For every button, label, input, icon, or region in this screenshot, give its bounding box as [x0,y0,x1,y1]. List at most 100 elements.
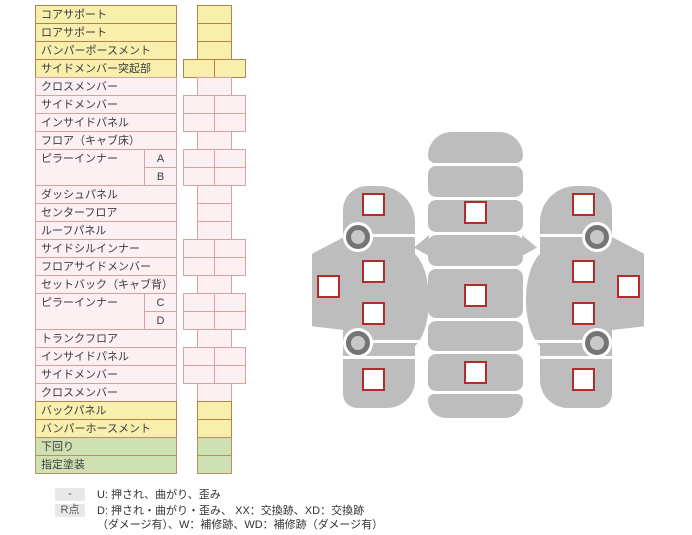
damage-checkbox[interactable] [362,368,385,391]
damage-checkbox[interactable] [572,302,595,325]
damage-mark-cell[interactable] [214,347,246,366]
damage-mark-cell[interactable] [197,203,232,222]
right-mirror-icon [522,235,537,256]
part-label: ルーフパネル [35,221,177,240]
part-label: サイドメンバー [35,95,177,114]
part-label: 指定塗装 [35,455,177,474]
damage-mark-cells [197,77,232,96]
damage-mark-cell[interactable] [197,275,232,294]
damage-mark-cell[interactable] [214,149,246,168]
damage-mark-cells [197,437,232,456]
damage-mark-cells [197,401,232,420]
part-label: サイドメンバー [35,365,177,384]
damage-checkbox[interactable] [464,361,487,384]
damage-mark-cell[interactable] [214,167,246,186]
part-sublabel: B [144,167,177,186]
damage-checkbox[interactable] [362,193,385,216]
damage-mark-cell[interactable] [183,311,215,330]
damage-mark-cell[interactable] [197,23,232,42]
damage-mark-cell[interactable] [183,59,215,78]
legend-text: D: 押され・曲がり・歪み、 XX：交換跡、XD：交換跡 （ダメージ有）、W：補… [97,504,383,532]
damage-checkbox[interactable] [362,260,385,283]
part-label: ダッシュパネル [35,185,177,204]
damage-mark-cell[interactable] [197,77,232,96]
damage-checkbox[interactable] [464,201,487,224]
damage-mark-cell[interactable] [197,455,232,474]
legend: - U: 押され、曲がり、歪み R点 D: 押され・曲がり・歪み、 XX：交換跡… [55,488,383,534]
table-row: ルーフパネル [35,221,247,240]
panel-divider [540,356,612,359]
table-row: ピラーインナー A B [35,149,247,186]
top-view-rear-bumper [428,394,523,418]
legend-badge: - [55,488,85,501]
damage-mark-cells [197,455,232,474]
table-row: フロア（キャブ床） [35,131,247,150]
damage-mark-cells [197,419,232,438]
damage-mark-cell[interactable] [183,293,215,312]
damage-mark-cell[interactable] [197,221,232,240]
damage-mark-cell[interactable] [214,239,246,258]
table-row: インサイドパネル [35,347,247,366]
damage-checkbox[interactable] [617,275,640,298]
part-label: 下回り [35,437,177,456]
damage-mark-cell[interactable] [183,257,215,276]
legend-line: U: 押され、曲がり、歪み [97,489,221,501]
damage-mark-cell[interactable] [197,401,232,420]
damage-mark-cells [183,347,246,366]
part-label: クロスメンバー [35,383,177,402]
legend-row: - U: 押され、曲がり、歪み [55,488,383,502]
table-row: ダッシュパネル [35,185,247,204]
damage-checkbox[interactable] [362,302,385,325]
damage-mark-cell[interactable] [197,419,232,438]
damage-mark-cells [183,149,246,186]
part-sublabel: C [144,293,177,312]
legend-badge: R点 [55,504,85,517]
damage-mark-cell[interactable] [197,185,232,204]
damage-mark-cell[interactable] [197,383,232,402]
damage-mark-cell[interactable] [214,257,246,276]
damage-mark-cell[interactable] [183,347,215,366]
damage-mark-cells [183,239,246,258]
table-row: 下回り [35,437,247,456]
damage-checkbox[interactable] [572,193,595,216]
part-label: ピラーインナー [35,149,145,186]
damage-mark-cell[interactable] [183,239,215,258]
damage-mark-cell[interactable] [197,41,232,60]
damage-mark-cell[interactable] [183,113,215,132]
damage-mark-cell[interactable] [197,437,232,456]
damage-checkbox[interactable] [572,260,595,283]
damage-mark-cell[interactable] [183,365,215,384]
part-label: インサイドパネル [35,113,177,132]
damage-checkbox[interactable] [464,284,487,307]
damage-mark-cell[interactable] [214,59,246,78]
damage-mark-cell[interactable] [183,149,215,168]
table-row: センターフロア [35,203,247,222]
damage-mark-cell[interactable] [197,329,232,348]
damage-mark-cell[interactable] [214,293,246,312]
damage-mark-cell[interactable] [214,95,246,114]
damage-checkbox[interactable] [317,275,340,298]
damage-mark-cell[interactable] [183,95,215,114]
legend-row: R点 D: 押され・曲がり・歪み、 XX：交換跡、XD：交換跡 （ダメージ有）、… [55,504,383,532]
damage-mark-cells [197,275,232,294]
damage-mark-cell[interactable] [197,131,232,150]
damage-mark-cell[interactable] [183,167,215,186]
table-row: ピラーインナー C D [35,293,247,330]
damage-checkbox[interactable] [572,368,595,391]
damage-mark-cell[interactable] [214,365,246,384]
table-row: サイドシルインナー [35,239,247,258]
table-row: フロアサイドメンバー [35,257,247,276]
wheel-icon [585,331,609,355]
part-label: センターフロア [35,203,177,222]
left-view-body-bulge [383,250,429,350]
wheel-icon [346,331,370,355]
left-mirror-icon [414,235,429,256]
damage-mark-cell[interactable] [197,5,232,24]
damage-mark-cell[interactable] [214,311,246,330]
damage-mark-cell[interactable] [214,113,246,132]
part-label: バックパネル [35,401,177,420]
damage-mark-cells [197,329,232,348]
top-view-hood [428,166,523,197]
damage-mark-cells [183,59,246,78]
